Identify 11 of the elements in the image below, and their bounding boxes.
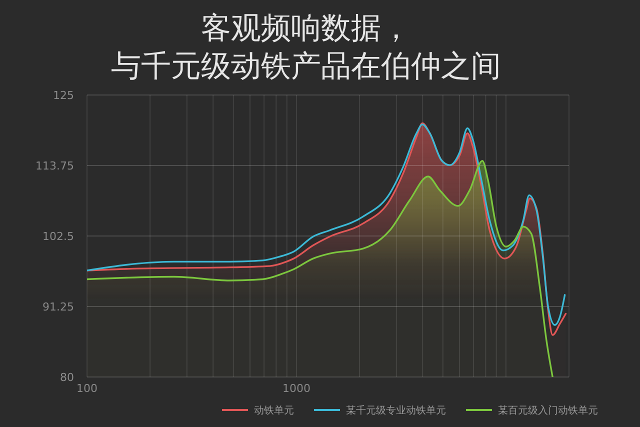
legend-label: 某百元级入门动铁单元 [498, 404, 598, 416]
y-tick-label: 113.75 [36, 160, 74, 172]
y-tick-label: 102.5 [42, 230, 74, 243]
y-tick-label: 91.25 [42, 300, 74, 314]
legend-label: 某千元级专业动铁单元 [346, 404, 446, 416]
y-tick-label: 80 [60, 371, 74, 384]
legend-label: 动铁单元 [254, 404, 294, 416]
x-tick-label: 100 [76, 382, 98, 395]
y-tick-label: 125 [53, 89, 74, 102]
chart-title: 客观频响数据，与千元级动铁产品在伯仲之间 [111, 11, 501, 84]
x-tick-label: 1000 [282, 382, 310, 395]
